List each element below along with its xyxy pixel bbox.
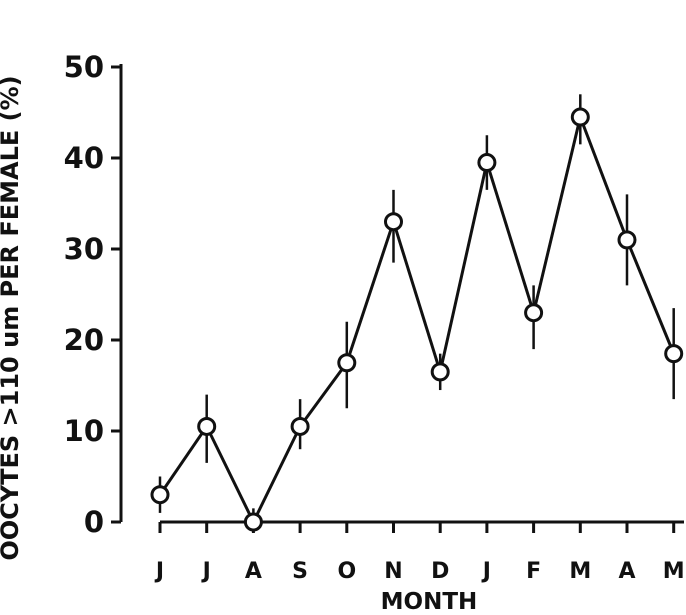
y-tick-label: 50 [64, 50, 104, 84]
data-point [617, 230, 637, 250]
y-tick-label: 0 [84, 505, 104, 539]
data-point [664, 344, 684, 364]
data-point [570, 107, 590, 127]
y-tick-labels: 0 10 20 30 40 50 [64, 50, 104, 539]
series-line-segment [394, 228, 440, 365]
data-points [150, 107, 684, 532]
x-tick-label: M [663, 559, 685, 584]
x-tick-label: A [618, 559, 635, 584]
x-axis-title: MONTH [381, 589, 478, 615]
data-point [290, 416, 310, 436]
x-tick-label: F [526, 559, 541, 584]
series-line-segment [163, 432, 204, 489]
x-tick-label: D [431, 559, 449, 584]
x-tick-label: J [201, 559, 211, 584]
series-line-segment [440, 170, 487, 365]
y-tick-label: 40 [64, 141, 104, 175]
x-tick-label: S [292, 559, 308, 584]
x-tick-label: O [337, 559, 356, 584]
x-tick-label: A [245, 559, 262, 584]
series-line-segment [255, 432, 298, 516]
y-tick-label: 20 [64, 323, 104, 357]
data-point [337, 353, 357, 373]
x-tick-label: J [154, 559, 164, 584]
data-point [197, 416, 217, 436]
x-tick-label: M [569, 559, 591, 584]
data-point [150, 485, 170, 505]
series-line-segment [487, 169, 533, 306]
y-ticks [111, 65, 121, 524]
series-line-segment [303, 368, 344, 421]
y-tick-label: 30 [64, 232, 104, 266]
x-ticks [158, 522, 676, 533]
series-line-segment [208, 432, 252, 516]
data-point [243, 512, 263, 532]
data-point [430, 362, 450, 382]
y-axis-title: OOCYTES >110 um PER FEMALE (%) [0, 75, 24, 560]
series-line [163, 123, 673, 516]
series-line-segment [347, 228, 393, 356]
data-point [524, 303, 544, 323]
data-point [477, 153, 497, 173]
data-point [384, 212, 403, 232]
x-tick-label: J [481, 559, 491, 584]
series-line-segment [581, 123, 626, 233]
series-line-segment [628, 246, 673, 347]
y-tick-label: 10 [64, 414, 104, 448]
series-line-segment [533, 124, 580, 306]
x-tick-label: N [384, 559, 402, 584]
